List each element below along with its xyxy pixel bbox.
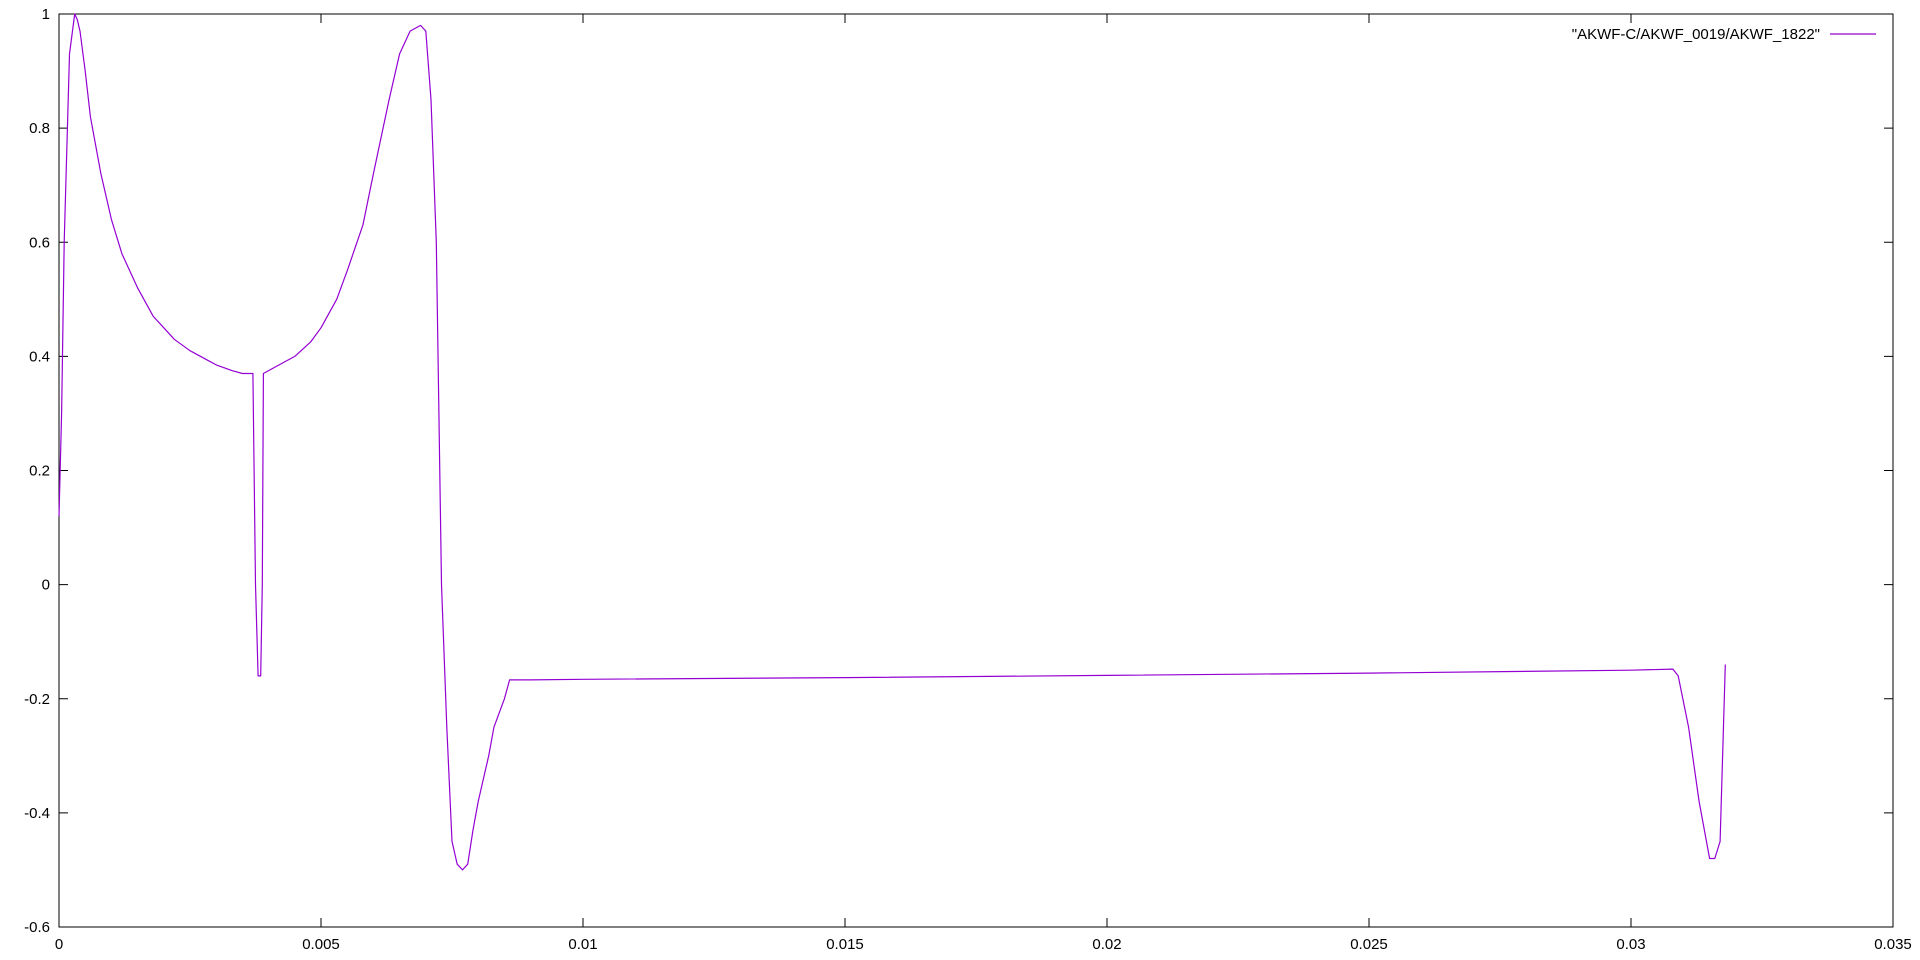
- y-tick-label: -0.4: [24, 805, 50, 822]
- x-tick-label: 0.03: [1616, 936, 1645, 953]
- x-tick-label: 0.035: [1874, 936, 1912, 953]
- x-tick-label: 0.015: [826, 936, 864, 953]
- y-tick-label: 0.6: [29, 234, 50, 251]
- y-tick-label: 1: [42, 6, 50, 23]
- axis-ticks: [58, 13, 1894, 928]
- y-tick-label: 0.2: [29, 463, 50, 480]
- axis-tick-labels: 0 0.005 0.01 0.015 0.02 0.025 0.03 0.035 -0.6 -0.…: [24, 6, 1912, 953]
- series-layer: [58, 13, 1726, 871]
- y-tick-label: 0.4: [29, 348, 50, 365]
- legend: "AKWF-C/AKWF_0019/AKWF_1822": [1572, 26, 1876, 43]
- x-tick-label: 0.02: [1092, 936, 1121, 953]
- plot-frame: [58, 13, 1894, 928]
- y-tick-label: 0.8: [29, 120, 50, 137]
- x-tick-label: 0.01: [568, 936, 597, 953]
- y-tick-label: 0: [42, 577, 50, 594]
- legend-label: "AKWF-C/AKWF_0019/AKWF_1822": [1572, 26, 1820, 43]
- x-tick-label: 0: [55, 936, 63, 953]
- x-tick-label: 0.025: [1350, 936, 1388, 953]
- series-line: [58, 13, 1726, 871]
- x-tick-label: 0.005: [302, 936, 340, 953]
- y-tick-label: -0.6: [24, 919, 50, 936]
- y-tick-label: -0.2: [24, 691, 50, 708]
